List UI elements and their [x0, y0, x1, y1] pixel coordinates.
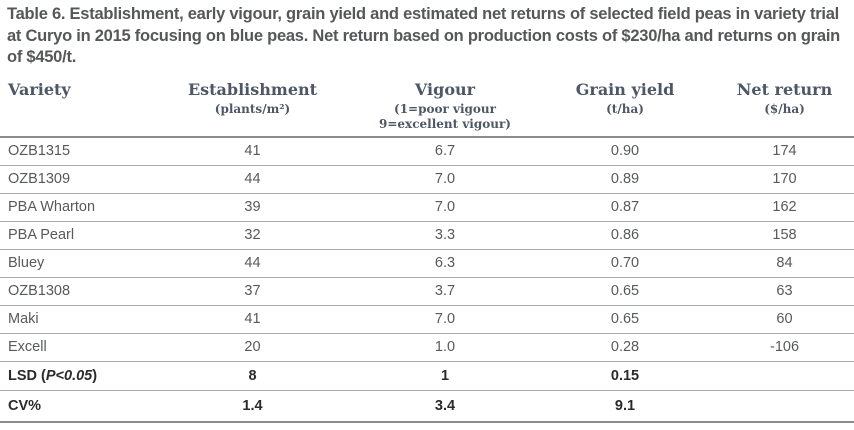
column-label: Net return	[736, 79, 833, 99]
cell-net-return: 63	[715, 277, 854, 306]
cell-establishment: 41	[150, 136, 355, 166]
cell-variety: OZB1309	[0, 165, 150, 194]
cell-establishment: 37	[150, 277, 355, 306]
cell-net-return: 60	[715, 305, 854, 334]
column-label: Establishment	[187, 79, 318, 99]
cell-net-return: 170	[715, 165, 854, 194]
cell-establishment: 41	[150, 305, 355, 334]
cell-net-return	[715, 390, 854, 423]
table-caption: Table 6. Establishment, early vigour, gr…	[7, 5, 840, 66]
cell-establishment: 44	[150, 165, 355, 194]
cell-net-return	[715, 361, 854, 391]
cell-variety: Excell	[0, 333, 150, 362]
cell-establishment: 44	[150, 249, 355, 278]
column-header-establishment: Establishment (plants/m²)	[150, 74, 355, 138]
table-row: Excell 20 1.0 0.28 -106	[0, 333, 854, 362]
column-subtitle: (t/ha)	[606, 101, 644, 116]
cell-vigour: 3.7	[355, 277, 535, 306]
cell-establishment: 20	[150, 333, 355, 362]
cell-grain-yield: 0.90	[535, 136, 715, 166]
cell-grain-yield: 0.15	[535, 361, 715, 391]
table-row: Bluey 44 6.3 0.70 84	[0, 249, 854, 278]
column-header-net-return: Net return ($/ha)	[715, 74, 854, 138]
cell-variety: OZB1308	[0, 277, 150, 306]
column-label: Vigour	[414, 79, 476, 99]
cell-vigour: 3.4	[355, 390, 535, 423]
cell-grain-yield: 9.1	[535, 390, 715, 423]
cell-vigour: 6.3	[355, 249, 535, 278]
cell-variety: Bluey	[0, 249, 150, 278]
column-subtitle: (plants/m²)	[214, 101, 291, 116]
cell-establishment: 8	[150, 361, 355, 391]
cell-vigour: 7.0	[355, 305, 535, 334]
cell-grain-yield: 0.86	[535, 221, 715, 250]
cell-establishment: 32	[150, 221, 355, 250]
cell-establishment: 39	[150, 193, 355, 222]
cell-variety: PBA Wharton	[0, 193, 150, 222]
cell-grain-yield: 0.70	[535, 249, 715, 278]
row-label-part: LSD (	[8, 367, 46, 384]
cell-variety: CV%	[0, 390, 150, 423]
cell-variety: Maki	[0, 305, 150, 334]
cell-variety: PBA Pearl	[0, 221, 150, 250]
row-label-part: )	[92, 367, 98, 384]
table-row: PBA Pearl 32 3.3 0.86 158	[0, 221, 854, 250]
cell-grain-yield: 0.28	[535, 333, 715, 362]
table-row: Maki 41 7.0 0.65 60	[0, 305, 854, 334]
column-label: Variety	[8, 79, 71, 99]
table-row: OZB1308 37 3.7 0.65 63	[0, 277, 854, 306]
cell-net-return: 84	[715, 249, 854, 278]
cell-vigour: 1	[355, 361, 535, 391]
cell-grain-yield: 0.65	[535, 277, 715, 306]
cell-grain-yield: 0.65	[535, 305, 715, 334]
field-pea-trial-table: Variety Establishment (plants/m²) Vigour (1=…	[0, 74, 854, 423]
table-row: CV% 1.4 3.4 9.1	[0, 390, 854, 423]
column-header-variety: Variety	[0, 74, 150, 138]
cell-grain-yield: 0.89	[535, 165, 715, 194]
cell-vigour: 3.3	[355, 221, 535, 250]
cell-net-return: 174	[715, 136, 854, 166]
cell-establishment: 1.4	[150, 390, 355, 423]
table-row: OZB1309 44 7.0 0.89 170	[0, 165, 854, 194]
column-subtitle: (1=poor vigour 9=excellent vigour)	[379, 101, 511, 131]
table-header-row: Variety Establishment (plants/m²) Vigour (1=…	[0, 74, 854, 138]
row-label-italic-part: P<0.05	[45, 367, 93, 384]
table-row: OZB1315 41 6.7 0.90 174	[0, 136, 854, 166]
cell-grain-yield: 0.87	[535, 193, 715, 222]
cell-net-return: -106	[715, 333, 854, 362]
cell-variety: LSD (P<0.05)	[0, 361, 150, 391]
column-header-grain-yield: Grain yield (t/ha)	[535, 74, 715, 138]
table-row: LSD (P<0.05) 8 1 0.15	[0, 361, 854, 391]
cell-vigour: 6.7	[355, 136, 535, 166]
cell-net-return: 158	[715, 221, 854, 250]
cell-vigour: 7.0	[355, 193, 535, 222]
cell-vigour: 1.0	[355, 333, 535, 362]
cell-vigour: 7.0	[355, 165, 535, 194]
cell-variety: OZB1315	[0, 136, 150, 166]
column-header-vigour: Vigour (1=poor vigour 9=excellent vigour)	[355, 74, 535, 138]
cell-net-return: 162	[715, 193, 854, 222]
column-label: Grain yield	[575, 79, 675, 99]
column-subtitle: ($/ha)	[764, 101, 805, 116]
table-row: PBA Wharton 39 7.0 0.87 162	[0, 193, 854, 222]
